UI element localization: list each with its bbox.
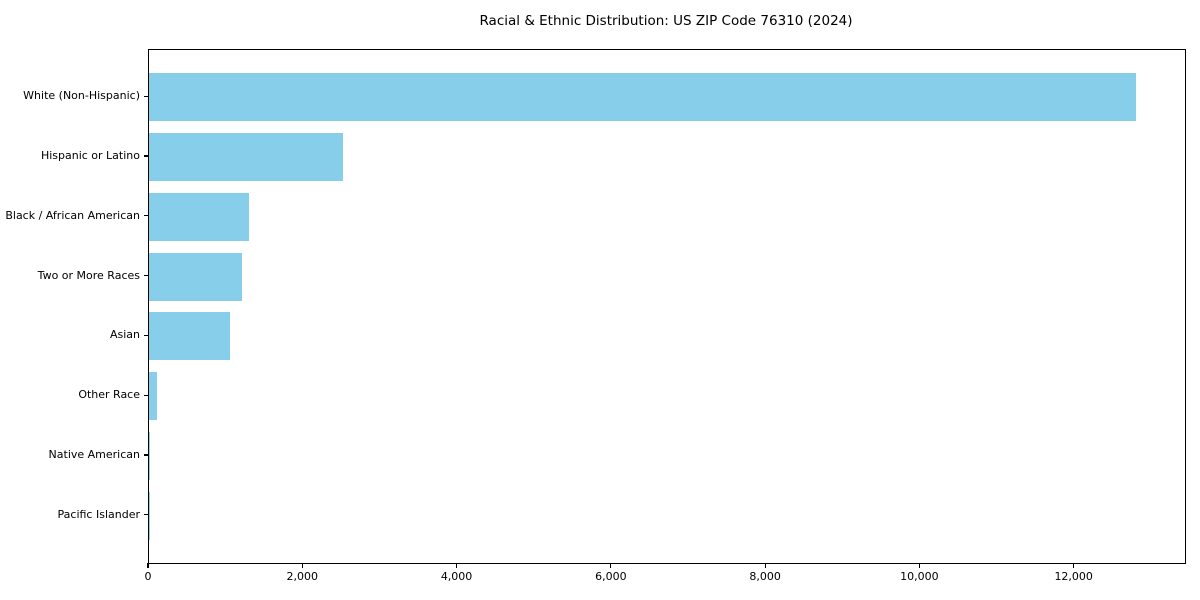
y-tick-mark <box>143 514 148 516</box>
y-tick-mark <box>143 95 148 97</box>
bar-black-african-american <box>149 192 249 241</box>
x-tick-mark <box>301 563 303 568</box>
x-tick-label: 8,000 <box>749 570 781 583</box>
y-tick-mark <box>143 394 148 396</box>
x-tick-label: 12,000 <box>1054 570 1093 583</box>
bar-white-non-hispanic <box>149 73 1136 122</box>
x-tick-mark <box>1073 563 1075 568</box>
y-tick-label: Hispanic or Latino <box>40 149 140 163</box>
y-tick-label: Pacific Islander <box>57 507 140 521</box>
y-tick-mark <box>143 155 148 157</box>
y-tick-label: Asian <box>109 328 140 342</box>
bar-asian <box>149 312 230 361</box>
x-tick-mark <box>918 563 920 568</box>
y-tick-label: Two or More Races <box>37 268 140 282</box>
bar-hispanic-or-latino <box>149 133 344 181</box>
y-tick-label: Black / African American <box>5 208 140 222</box>
x-tick-label: 4,000 <box>440 570 473 583</box>
bar-native-american <box>149 432 151 480</box>
x-tick-mark <box>764 563 766 568</box>
x-tick-mark <box>455 563 458 568</box>
bar-two-or-more-races <box>149 252 242 301</box>
x-tick-label: 6,000 <box>595 570 627 583</box>
x-tick-mark <box>610 563 612 568</box>
y-tick-mark <box>143 275 148 277</box>
y-tick-label: White (Non-Hispanic) <box>23 89 140 103</box>
x-tick-label: 10,000 <box>900 570 939 583</box>
y-tick-mark <box>143 215 148 217</box>
y-tick-mark <box>143 454 148 456</box>
x-tick-label: 0 <box>144 570 152 583</box>
chart-title: Racial & Ethnic Distribution: US ZIP Cod… <box>479 13 853 29</box>
x-tick-label: 2,000 <box>286 570 319 583</box>
plot-area <box>148 49 1186 564</box>
y-tick-label: Native American <box>48 447 140 461</box>
y-tick-label: Other Race <box>78 388 140 402</box>
y-tick-mark <box>143 334 148 336</box>
bar-other-race <box>149 372 157 421</box>
x-tick-mark <box>147 563 149 568</box>
